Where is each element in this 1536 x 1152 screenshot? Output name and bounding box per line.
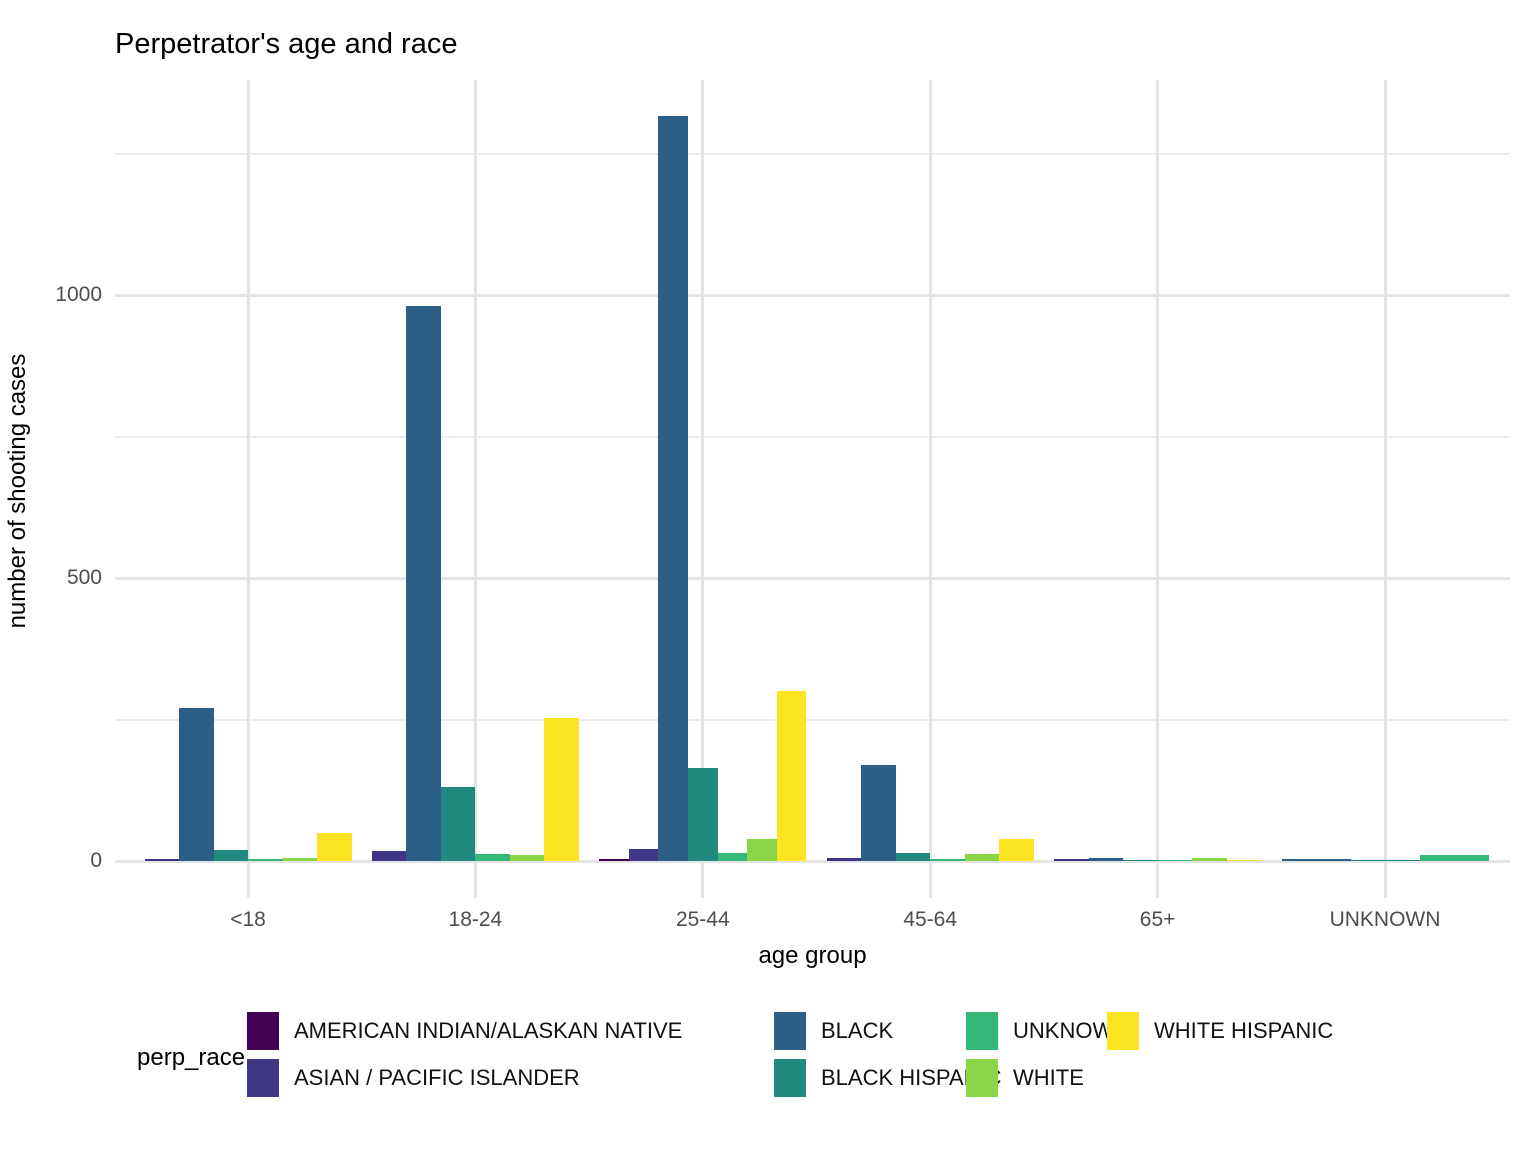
gridline-major xyxy=(115,294,1510,297)
bar-25-44-black xyxy=(658,115,688,861)
x-tick-label: <18 xyxy=(230,908,266,931)
legend-title: perp_race xyxy=(137,1044,246,1071)
bar-UNKNOWN-black xyxy=(1281,858,1351,861)
legend-label: AMERICAN INDIAN/ALASKAN NATIVE xyxy=(294,1018,683,1043)
bar-18-24-white-hispanic xyxy=(544,718,579,861)
bar-65+-black-hispanic xyxy=(1123,859,1158,861)
gridline-major xyxy=(115,577,1510,580)
bar-25-44-white-hispanic xyxy=(776,691,807,861)
bar-45-64-unknown xyxy=(930,858,965,861)
bar-65+-white xyxy=(1192,858,1227,861)
gridline-major xyxy=(115,860,1510,863)
legend-swatch xyxy=(966,1012,998,1050)
legend-swatch xyxy=(774,1012,806,1050)
bar-<18-white xyxy=(282,858,317,861)
bar-18-24-unknown xyxy=(475,854,510,861)
gridline-vertical xyxy=(1383,80,1387,898)
gridline-vertical xyxy=(1156,80,1160,898)
bar-18-24-black-hispanic xyxy=(440,787,476,861)
chart-title: Perpetrator's age and race xyxy=(115,28,458,60)
bar-25-44-american-indian-alaskan-native xyxy=(599,859,629,861)
bar-<18-asian-pacific-islander xyxy=(144,858,179,861)
bar-45-64-asian-pacific-islander xyxy=(826,857,862,861)
bar-25-44-black-hispanic xyxy=(688,767,718,861)
x-tick-label: 18-24 xyxy=(448,908,503,931)
bar-45-64-white-hispanic xyxy=(999,839,1034,861)
legend-item-american-indian-alaskan-native: AMERICAN INDIAN/ALASKAN NATIVE xyxy=(247,1012,682,1050)
bar-25-44-asian-pacific-islander xyxy=(628,848,659,861)
gridline-minor xyxy=(115,718,1510,721)
bar-65+-asian-pacific-islander xyxy=(1054,858,1089,861)
bar-<18-black xyxy=(179,708,214,861)
legend-item-unknown: UNKNOWN xyxy=(966,1012,1129,1050)
gridline-minor xyxy=(115,435,1510,438)
legend-label: WHITE HISPANIC xyxy=(1154,1018,1334,1043)
bar-18-24-black xyxy=(406,306,441,861)
gridline-vertical xyxy=(701,80,705,898)
legend-label: ASIAN / PACIFIC ISLANDER xyxy=(294,1065,580,1090)
bar-25-44-unknown xyxy=(717,852,748,861)
gridline-vertical xyxy=(928,80,932,898)
bar-<18-white-hispanic xyxy=(317,832,352,861)
plot-panel xyxy=(115,80,1510,898)
y-axis-title: number of shooting cases xyxy=(4,353,31,629)
bar-65+-black xyxy=(1088,858,1124,861)
legend-swatch xyxy=(966,1059,998,1097)
bar-UNKNOWN-unknown xyxy=(1419,855,1489,861)
legend-item-asian-pacific-islander: ASIAN / PACIFIC ISLANDER xyxy=(247,1059,580,1097)
x-tick-label: 45-64 xyxy=(903,908,958,931)
bar-<18-black-hispanic xyxy=(213,849,248,861)
legend-swatch xyxy=(247,1012,279,1050)
y-tick-label: 1000 xyxy=(55,283,102,306)
x-tick-label: UNKNOWN xyxy=(1329,908,1441,931)
bar-25-44-white xyxy=(747,839,777,861)
legend-label: WHITE xyxy=(1013,1065,1084,1090)
x-tick-label: 25-44 xyxy=(675,908,730,931)
gridline-vertical xyxy=(246,80,250,898)
legend-swatch xyxy=(1107,1012,1139,1050)
legend-swatch xyxy=(774,1059,806,1097)
x-axis-title: age group xyxy=(758,942,867,969)
legend-item-white: WHITE xyxy=(966,1059,1084,1097)
bar-65+-white-hispanic xyxy=(1226,859,1262,861)
bar-<18-unknown xyxy=(248,859,283,861)
bar-45-64-black xyxy=(861,764,896,861)
y-tick-label: 0 xyxy=(90,849,102,872)
gridline-minor xyxy=(115,152,1510,155)
bar-45-64-black-hispanic xyxy=(895,853,931,861)
legend-swatch xyxy=(247,1059,279,1097)
bar-18-24-white xyxy=(509,855,545,861)
gridline-vertical xyxy=(473,80,477,898)
bar-65+-unknown xyxy=(1157,859,1193,861)
legend-label: BLACK xyxy=(821,1018,894,1043)
bar-18-24-asian-pacific-islander xyxy=(371,851,407,861)
legend-item-white-hispanic: WHITE HISPANIC xyxy=(1107,1012,1333,1050)
y-tick-label: 500 xyxy=(66,566,102,589)
x-tick-label: 65+ xyxy=(1139,908,1176,931)
legend-item-black: BLACK xyxy=(774,1012,893,1050)
bar-UNKNOWN-black-hispanic xyxy=(1350,859,1420,861)
bar-45-64-white xyxy=(964,854,1000,861)
